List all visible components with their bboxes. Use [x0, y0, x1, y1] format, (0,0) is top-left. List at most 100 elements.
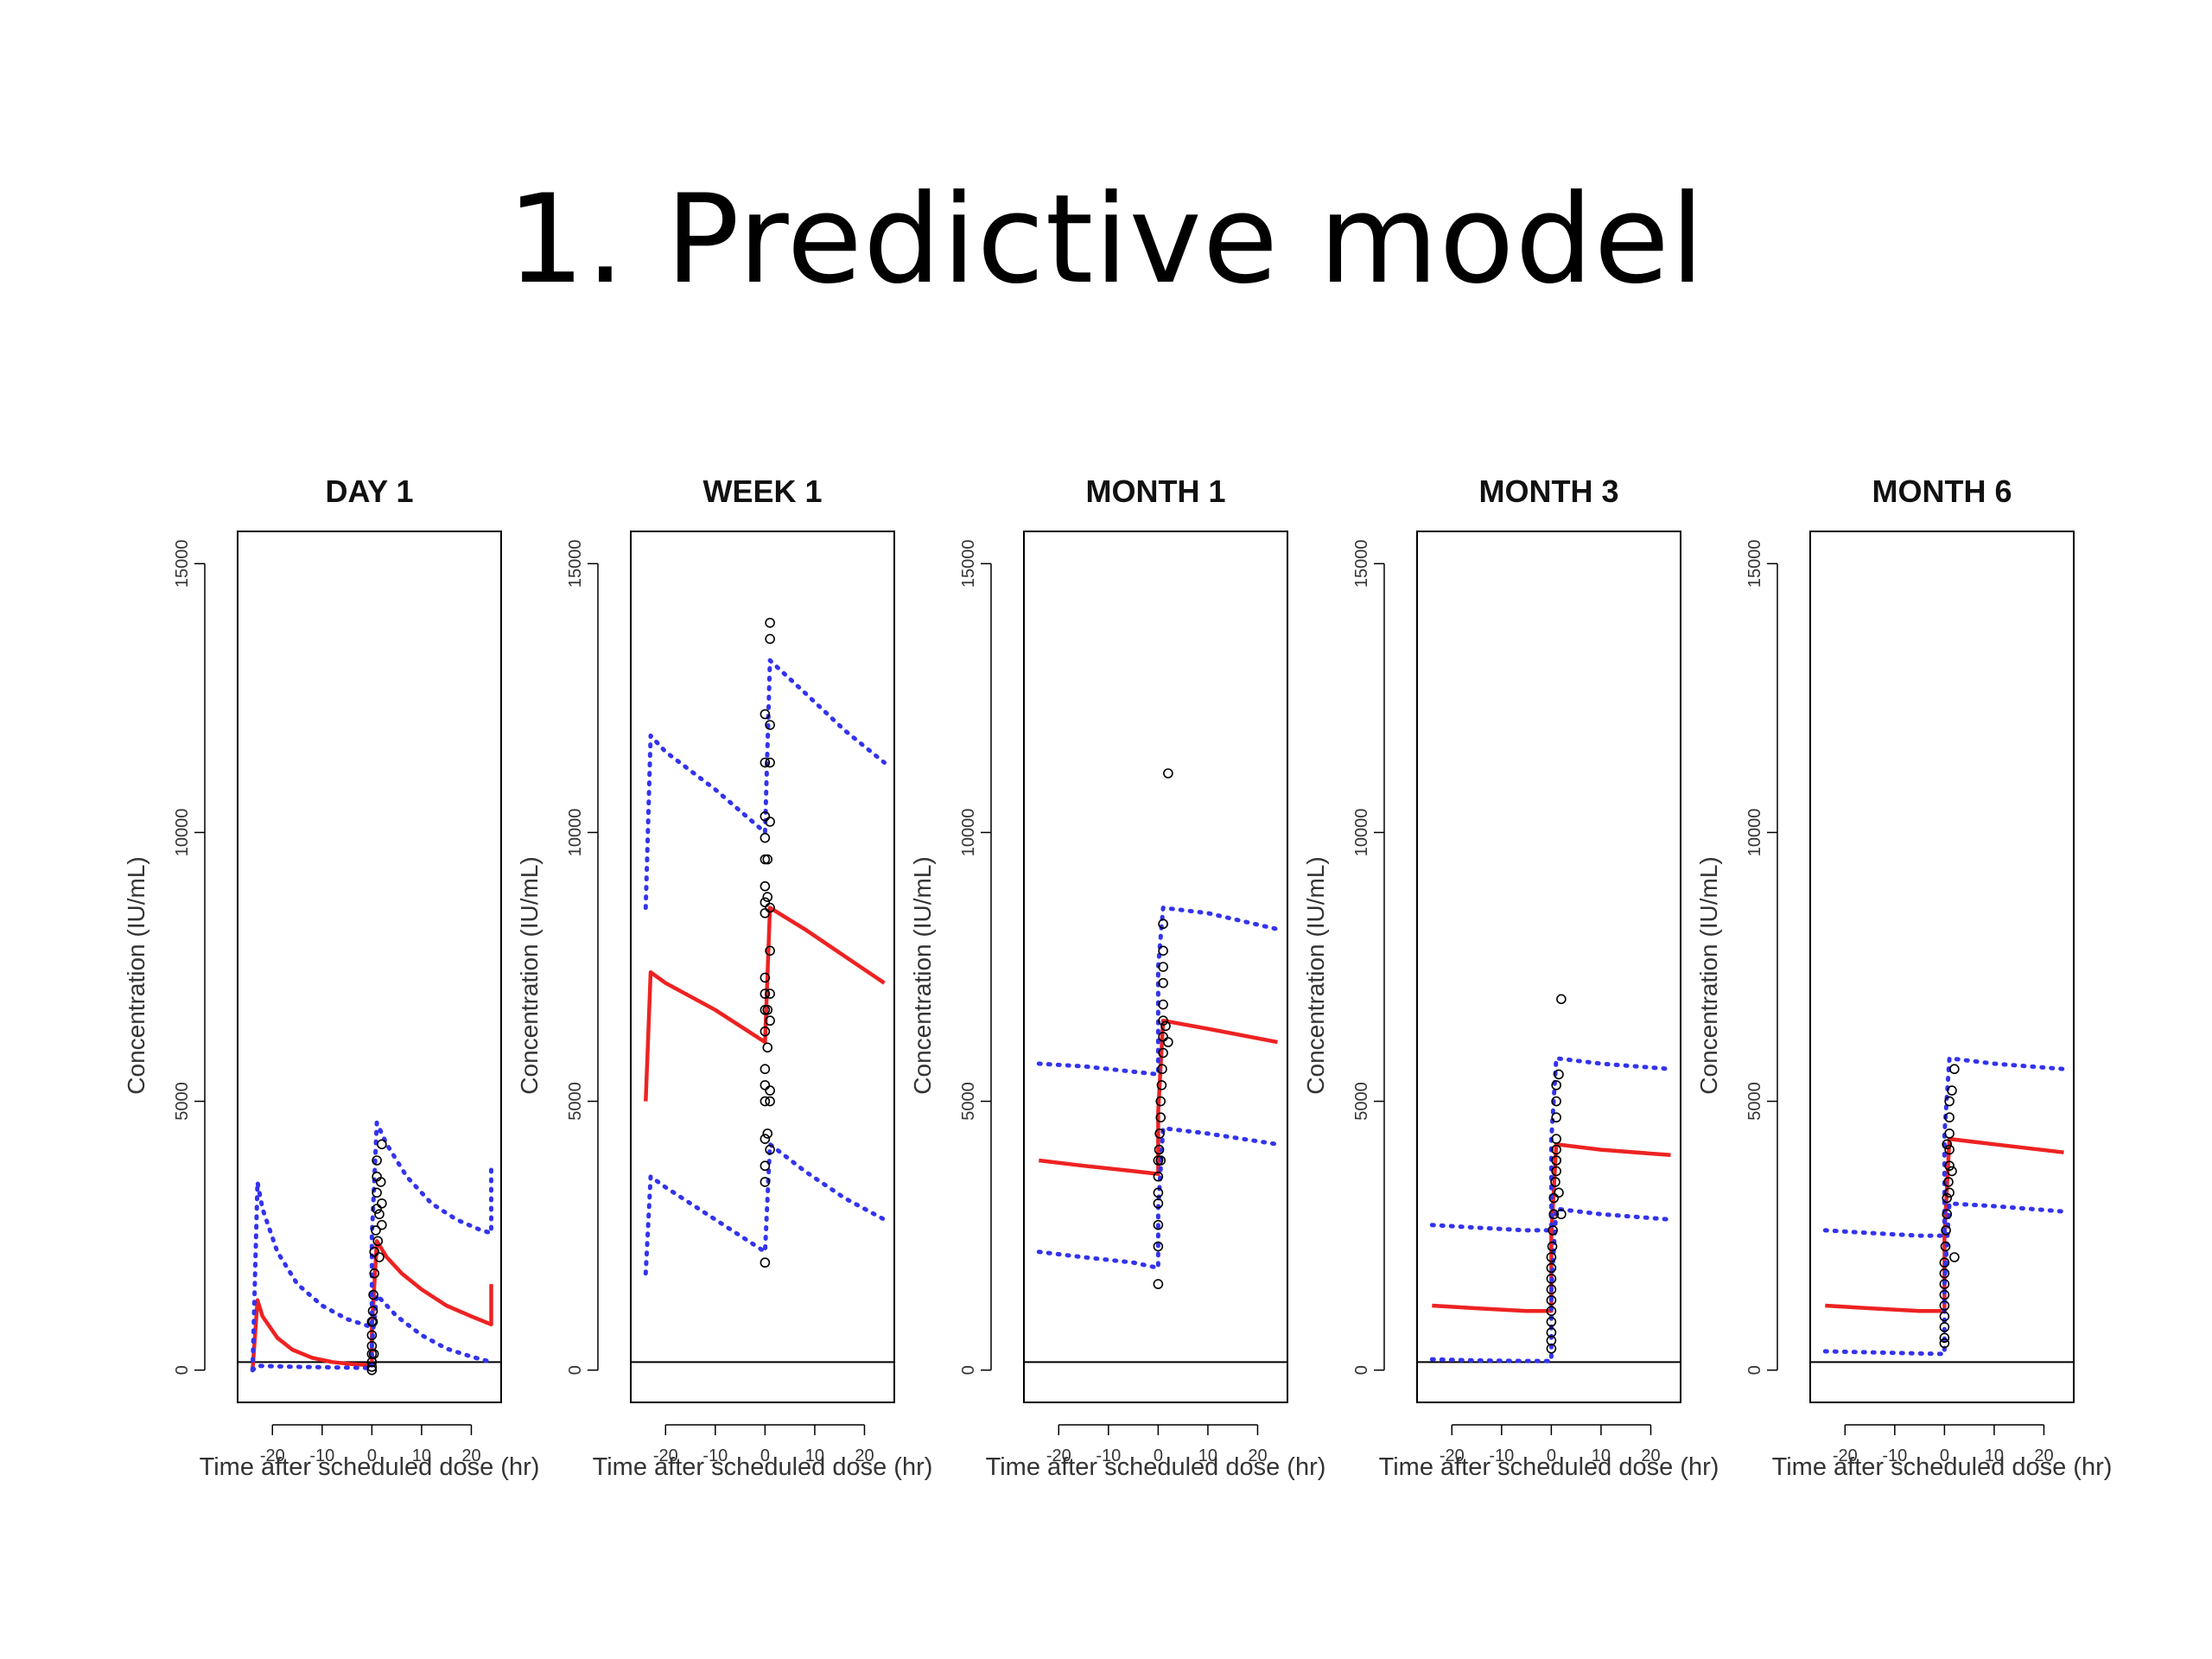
panel3-y-axis-label: Concentration (IU/mL): [909, 856, 936, 1094]
panel4-observed-point: [1550, 1177, 1560, 1187]
panel2-observed-point: [762, 854, 773, 865]
panel4-observed-point: [1546, 1274, 1557, 1284]
panel2-observed-point: [760, 897, 771, 908]
panel2-x-tick-label: 10: [805, 1446, 824, 1465]
panel2-observed-point: [760, 972, 771, 983]
panel2-x-tick-label: -20: [653, 1446, 678, 1465]
panel4-observed-point: [1546, 1284, 1557, 1295]
panel4-observed-point: [1551, 1134, 1561, 1144]
panel4-observed-point: [1546, 1316, 1557, 1327]
panel5-y-tick-label: 10000: [1745, 809, 1764, 857]
panel2-observed-point: [765, 757, 775, 768]
panel4-plot-frame: [1416, 531, 1681, 1403]
panel2-observed-point: [760, 810, 771, 822]
panel4-observed-point: [1546, 1262, 1557, 1274]
panel1-title: DAY 1: [325, 474, 413, 509]
panel1-observed-point: [367, 1306, 378, 1317]
panel4-observed-point: [1546, 1306, 1557, 1317]
panel2-y-tick-label: 10000: [566, 809, 585, 857]
panel3-x-tick-label: -20: [1046, 1446, 1071, 1465]
panel2-observed-point: [765, 617, 775, 628]
panel1-observed-point: [377, 1198, 387, 1209]
panel4-x-tick-label: 0: [1547, 1446, 1556, 1465]
panel5-observed-point: [1939, 1300, 1950, 1311]
panel2-title: WEEK 1: [702, 474, 822, 509]
panel3-observed-point: [1155, 1096, 1166, 1107]
panel2-observed-point: [765, 817, 775, 827]
panel3-observed-point: [1154, 1144, 1165, 1155]
panel2-observed-point: [762, 1042, 773, 1053]
panel4-observed-point: [1546, 1327, 1557, 1338]
panel1-observed-point: [366, 1330, 378, 1341]
panel3-upper-line: [1036, 906, 1280, 1077]
panel1-x-tick-label: -20: [260, 1446, 285, 1465]
panel5-observed-point: [1939, 1311, 1950, 1322]
panel5-observed-point: [1939, 1289, 1950, 1300]
panel1-observed-point: [371, 1225, 381, 1236]
slide-title: 1. Predictive model: [506, 168, 1706, 311]
panel5-observed-point: [1939, 1332, 1950, 1344]
panel5-plot-frame: [1809, 531, 2075, 1403]
panel3-plot-frame: [1023, 531, 1288, 1403]
panel1-observed-point: [375, 1177, 386, 1187]
panel1-x-axis-label: Time after scheduled dose (hr): [200, 1453, 540, 1481]
panel3-x-tick-label: 10: [1198, 1446, 1217, 1465]
panel4-observed-point: [1556, 1209, 1567, 1220]
panel5-x-tick-label: 20: [2034, 1446, 2053, 1465]
panel1-observed-point: [372, 1155, 382, 1166]
panel2-observed-point: [760, 1134, 771, 1144]
panel1-observed-point: [368, 1289, 378, 1300]
panel5-x-tick-label: 0: [1940, 1446, 1949, 1465]
panel1-observed-point: [377, 1139, 387, 1150]
panel1-observed-point: [377, 1219, 387, 1230]
panel2-observed-point: [765, 1015, 775, 1027]
panel4-x-tick-label: -10: [1489, 1446, 1514, 1465]
panel4-upper-line: [1429, 1056, 1673, 1233]
panel1-x-tick-label: 10: [412, 1446, 431, 1465]
panel2-observed-point: [765, 633, 775, 645]
panel4-observed-point: [1548, 1192, 1560, 1204]
panel2-plot-frame: [630, 531, 895, 1403]
panel5-observed-point: [1949, 1064, 1960, 1075]
panel5-observed-point: [1944, 1112, 1955, 1123]
panel2-median-line: [644, 906, 886, 1102]
panel4-observed-point: [1551, 1096, 1561, 1107]
panel3-y-tick-label: 5000: [959, 1082, 978, 1121]
panel5-observed-point: [1942, 1192, 1953, 1204]
panel5-observed-point: [1949, 1252, 1960, 1262]
panel5-y-tick-label: 5000: [1745, 1082, 1764, 1121]
panel3-y-tick-label: 0: [959, 1365, 978, 1375]
panel3-observed-point: [1158, 918, 1168, 930]
panel1-observed-point: [372, 1204, 382, 1214]
panel5-observed-point: [1944, 1187, 1955, 1198]
panel3-observed-point: [1156, 1080, 1167, 1090]
panel3-observed-point: [1158, 999, 1168, 1010]
panel4-observed-point: [1554, 1187, 1564, 1198]
panel5-observed-point: [1942, 1139, 1953, 1150]
panel4-lower-line: [1429, 1206, 1673, 1363]
panel5-observed-point: [1942, 1209, 1953, 1220]
panel2-observed-point: [760, 1160, 771, 1172]
panel3-lower-line: [1036, 1126, 1280, 1270]
panel2-observed-point: [760, 709, 771, 720]
panel5-observed-point: [1943, 1177, 1954, 1187]
panel4-x-tick-label: 10: [1592, 1446, 1611, 1465]
panel5-observed-point: [1941, 1225, 1951, 1236]
panel2-observed-point: [765, 720, 775, 730]
panel4-observed-point: [1546, 1252, 1557, 1262]
panel4-observed-point: [1547, 1241, 1558, 1252]
panel3-observed-point: [1158, 977, 1168, 988]
panel2-y-tick-label: 5000: [566, 1082, 585, 1121]
panel5-y-tick-label: 0: [1745, 1365, 1764, 1375]
panel2-observed-point: [760, 757, 771, 768]
panel3-x-tick-label: 20: [1248, 1446, 1267, 1465]
panel5-observed-point: [1944, 1160, 1955, 1172]
panel4-observed-point: [1551, 1166, 1561, 1177]
panel3-observed-point: [1154, 1128, 1165, 1139]
panel1-y-tick-label: 0: [173, 1365, 192, 1375]
panel5-observed-point: [1939, 1322, 1950, 1332]
panel3-observed-point: [1153, 1171, 1164, 1182]
panel4-y-tick-label: 0: [1352, 1365, 1371, 1375]
panel5-observed-point: [1947, 1085, 1957, 1096]
